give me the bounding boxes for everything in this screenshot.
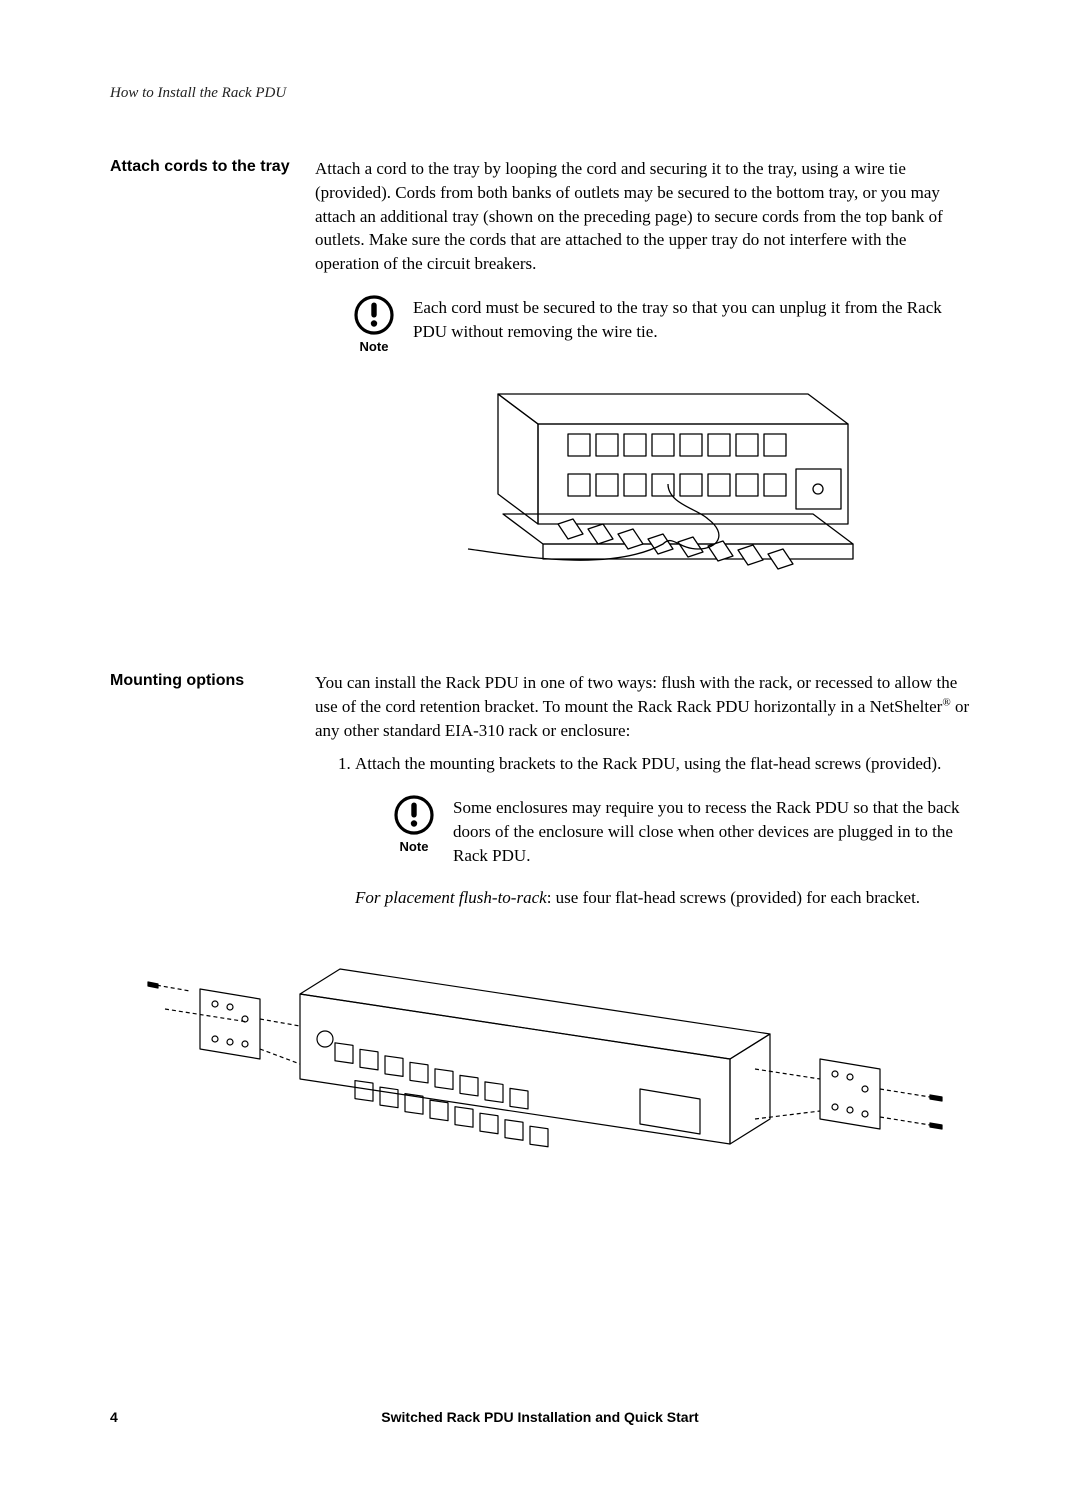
placement-paragraph: For placement flush-to-rack: use four fl… xyxy=(355,886,970,910)
body-paragraph: Attach a cord to the tray by looping the… xyxy=(315,157,970,276)
note-block: Note Some enclosures may require you to … xyxy=(385,794,970,867)
section-heading: Attach cords to the tray xyxy=(110,157,315,641)
body-paragraph: You can install the Rack PDU in one of t… xyxy=(315,671,970,742)
list-item: Attach the mounting brackets to the Rack… xyxy=(355,752,970,776)
note-icon-wrap: Note xyxy=(345,294,403,356)
ordered-list: Attach the mounting brackets to the Rack… xyxy=(315,752,970,776)
note-icon-wrap: Note xyxy=(385,794,443,856)
section-attach-cords: Attach cords to the tray Attach a cord t… xyxy=(110,157,970,641)
section-heading: Mounting options xyxy=(110,671,315,919)
note-label: Note xyxy=(345,338,403,356)
note-icon xyxy=(393,794,435,836)
footer-title: Switched Rack PDU Installation and Quick… xyxy=(0,1409,1080,1425)
note-label: Note xyxy=(385,838,443,856)
note-text: Each cord must be secured to the tray so… xyxy=(403,294,970,344)
note-icon xyxy=(353,294,395,336)
note-text: Some enclosures may require you to reces… xyxy=(443,794,970,867)
section-body: You can install the Rack PDU in one of t… xyxy=(315,671,970,919)
figure-pdu-tray xyxy=(315,374,970,611)
section-mounting-options: Mounting options You can install the Rac… xyxy=(110,671,970,919)
running-head: How to Install the Rack PDU xyxy=(110,85,970,102)
section-body: Attach a cord to the tray by looping the… xyxy=(315,157,970,641)
note-block: Note Each cord must be secured to the tr… xyxy=(345,294,970,356)
figure-mounting-brackets xyxy=(110,949,970,1174)
